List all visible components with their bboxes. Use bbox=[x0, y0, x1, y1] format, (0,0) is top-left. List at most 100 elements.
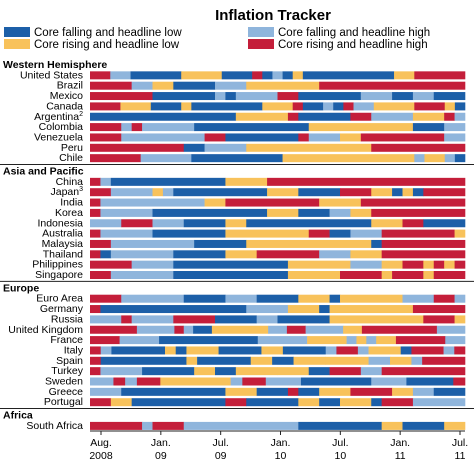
heatmap-cell bbox=[436, 325, 466, 334]
heatmap-cell bbox=[308, 229, 330, 238]
heatmap-cell bbox=[215, 92, 226, 101]
heatmap-cell bbox=[225, 387, 257, 396]
heatmap-cell bbox=[453, 377, 466, 386]
heatmap-cell bbox=[402, 219, 424, 228]
heatmap-cell bbox=[360, 133, 445, 142]
heatmap-cell bbox=[390, 356, 412, 365]
heatmap-cell bbox=[412, 123, 445, 132]
heatmap-cell bbox=[350, 250, 382, 259]
heatmap-cell bbox=[90, 271, 112, 279]
heatmap-cell bbox=[298, 398, 320, 407]
heatmap-cell bbox=[165, 346, 177, 355]
heatmap-cell bbox=[368, 346, 402, 355]
heatmap-cell bbox=[246, 239, 372, 248]
heatmap-cell bbox=[360, 198, 466, 207]
heatmap-cell bbox=[140, 154, 192, 163]
heatmap-cell bbox=[371, 398, 382, 407]
heatmap-cell bbox=[402, 294, 435, 303]
heatmap-cell bbox=[329, 315, 424, 324]
country-label: United States bbox=[20, 69, 83, 81]
x-tick-label: Aug. bbox=[90, 437, 112, 449]
heatmap-cell bbox=[90, 356, 102, 365]
heatmap-cell bbox=[433, 271, 466, 279]
heatmap-cell bbox=[444, 102, 456, 111]
heatmap-cell bbox=[152, 229, 226, 238]
heatmap-cell bbox=[152, 421, 185, 430]
heatmap-cell bbox=[246, 81, 320, 90]
heatmap-cell bbox=[235, 112, 289, 121]
country-label: Peru bbox=[61, 142, 83, 154]
heatmap-cell bbox=[111, 346, 166, 355]
heatmap-cell bbox=[183, 143, 205, 152]
x-tick-label: 2008 bbox=[89, 450, 113, 462]
heatmap-cell bbox=[246, 305, 257, 314]
legend-swatch-core-falling-and-headline-high bbox=[248, 27, 274, 37]
heatmap-cell bbox=[381, 229, 455, 238]
heatmap-cell bbox=[204, 198, 226, 207]
heatmap-cell bbox=[100, 250, 112, 259]
country-label: Thailand bbox=[43, 248, 83, 260]
x-axis: Aug.2008Jan.09Jul.09Jan.10Jul.10Jan.11Ju… bbox=[89, 430, 468, 462]
heatmap-cell bbox=[319, 81, 466, 90]
heatmap-cell bbox=[215, 315, 257, 324]
heatmap-cell bbox=[186, 346, 219, 355]
heatmap-cell bbox=[412, 305, 466, 314]
country-label: Russia bbox=[51, 313, 83, 325]
heatmap-cell bbox=[422, 356, 466, 365]
heatmap-cell bbox=[443, 346, 455, 355]
heatmap-cell bbox=[302, 71, 395, 80]
country-label: Singapore bbox=[35, 269, 83, 281]
heatmap-cell bbox=[287, 305, 320, 314]
heatmap-cell bbox=[256, 305, 289, 314]
heatmap-cell bbox=[225, 229, 310, 238]
heatmap-cell bbox=[183, 294, 226, 303]
x-tick-label: Jan. bbox=[271, 437, 291, 449]
heatmap-cell bbox=[211, 325, 269, 334]
heatmap-cell bbox=[100, 229, 153, 238]
heatmap-cell bbox=[197, 356, 252, 365]
country-label: Spain bbox=[56, 355, 83, 367]
heatmap-cell bbox=[346, 336, 357, 345]
heatmap-cell bbox=[319, 387, 351, 396]
heatmap-cell bbox=[110, 250, 174, 259]
heatmap-cell bbox=[110, 239, 195, 248]
heatmap-cell bbox=[235, 367, 278, 376]
heatmap-cell bbox=[340, 398, 372, 407]
heatmap-cell bbox=[125, 377, 138, 386]
heatmap-cell bbox=[395, 336, 446, 345]
country-label: South Africa bbox=[26, 420, 83, 432]
heatmap-cell bbox=[444, 123, 466, 132]
heatmap-cell bbox=[340, 188, 372, 197]
heatmap-cell bbox=[90, 305, 101, 314]
heatmap-cell bbox=[371, 377, 407, 386]
x-tick-label: Jan. bbox=[390, 437, 410, 449]
heatmap-cell bbox=[371, 208, 466, 217]
heatmap-cell bbox=[90, 250, 101, 259]
heatmap-cell bbox=[150, 102, 182, 111]
heatmap-cell bbox=[246, 143, 372, 152]
heatmap-cell bbox=[298, 387, 320, 396]
country-label: Chile bbox=[59, 152, 83, 164]
country-label: Venezuela bbox=[34, 131, 83, 143]
country-label: Mexico bbox=[50, 90, 83, 102]
heatmap-cell bbox=[350, 208, 372, 217]
country-label: China bbox=[56, 176, 84, 188]
heatmap-cell bbox=[90, 229, 101, 238]
heatmap-cell bbox=[252, 71, 263, 80]
heatmap-cell bbox=[373, 102, 415, 111]
heatmap-cell bbox=[173, 271, 289, 279]
heatmap-cell bbox=[414, 71, 466, 80]
heatmap-cell bbox=[225, 219, 247, 228]
heatmap-cell bbox=[225, 133, 299, 142]
heatmap-cell bbox=[193, 325, 213, 334]
country-label: Sweden bbox=[45, 376, 83, 388]
heatmap-cell bbox=[433, 260, 445, 269]
heatmap-cell bbox=[444, 154, 456, 163]
heatmap-cell bbox=[162, 188, 174, 197]
heatmap-cell bbox=[454, 315, 466, 324]
heatmap-cell bbox=[412, 387, 435, 396]
heatmap-cell bbox=[110, 398, 132, 407]
heatmap-cell bbox=[412, 398, 466, 407]
heatmap-cell bbox=[412, 188, 424, 197]
